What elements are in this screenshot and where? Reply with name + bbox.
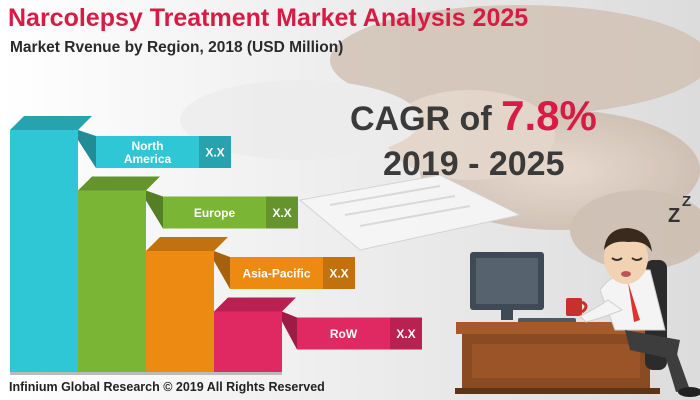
bar-top-north-america (10, 116, 92, 130)
value-label-asia-pacific: X.X (329, 267, 348, 281)
label-fold-asia-pacific (214, 251, 230, 289)
value-tab-asia-pacific (323, 257, 355, 289)
category-label-row: RoW (330, 327, 358, 341)
bar-europe (78, 190, 146, 372)
bar-row (214, 311, 282, 372)
category-label-asia-pacific: Asia-Pacific (242, 267, 310, 281)
chart-baseline (10, 372, 282, 375)
bar-top-asia-pacific (146, 237, 228, 251)
value-label-north-america: X.X (205, 146, 224, 160)
cagr-period: 2019 - 2025 (383, 145, 565, 183)
category-label-north-america: America (124, 152, 172, 166)
value-tab-europe (266, 196, 298, 229)
value-tab-north-america (199, 136, 231, 168)
category-label-europe: Europe (194, 206, 236, 220)
footer-copyright: Infinium Global Research © 2019 All Righ… (9, 380, 325, 394)
value-tab-row (390, 317, 422, 350)
cagr-heading: CAGR of 7.8% (350, 92, 597, 140)
bar-top-row (214, 297, 296, 312)
bar-north-america (10, 130, 78, 372)
bar-asia-pacific (146, 251, 214, 372)
value-label-europe: X.X (272, 206, 291, 220)
label-fold-row (282, 311, 297, 350)
svg-text:Z: Z (682, 193, 691, 210)
cagr-prefix: CAGR of (350, 100, 492, 138)
sleeping-woman-photo (180, 5, 700, 270)
label-fold-europe (146, 190, 163, 229)
sleeping-man-illustration: Z Z (455, 193, 700, 397)
cagr-value: 7.8% (501, 92, 597, 139)
chart-subtitle: Market Rvenue by Region, 2018 (USD Milli… (10, 39, 344, 56)
bar-top-europe (78, 176, 160, 191)
category-label-north-america: North (132, 139, 164, 153)
value-label-row: X.X (396, 327, 415, 341)
svg-text:Z: Z (668, 205, 680, 227)
label-fold-north-america (78, 130, 96, 168)
page-title: Narcolepsy Treatment Market Analysis 202… (8, 4, 529, 32)
